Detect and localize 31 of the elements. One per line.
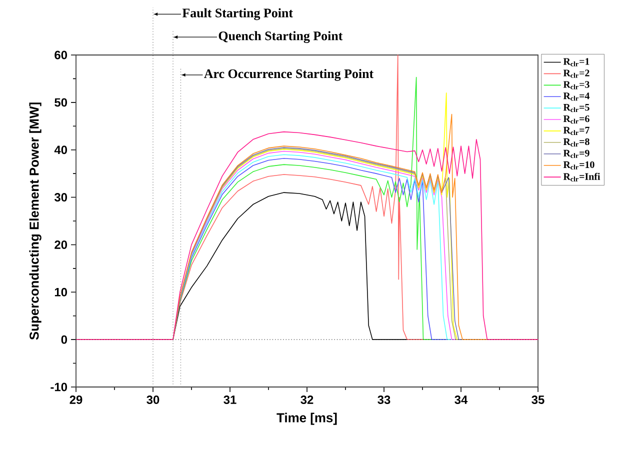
legend-label: R$_{clr}$=9 <box>563 150 590 158</box>
legend-label: R$_{clr}$=4 <box>563 92 590 101</box>
x-tick-label: 31 <box>224 396 236 404</box>
x-tick-label: 34 <box>454 396 468 404</box>
x-tick-label: 33 <box>378 396 390 404</box>
y-tick-label: 50 <box>54 98 68 107</box>
legend-label: R$_{clr}$=2 <box>563 70 590 78</box>
legend-label: R$_{clr}$=10 <box>563 161 594 170</box>
ref-line-label: Quench Starting Point <box>218 31 343 43</box>
legend-label: R$_{clr}$=3 <box>563 81 590 90</box>
y-tick-label: 60 <box>54 50 68 60</box>
y-tick-label: -10 <box>50 382 68 392</box>
legend-label: R$_{clr}$=8 <box>563 138 590 147</box>
legend-label: R$_{clr}$=Infi <box>563 172 600 182</box>
x-tick-label: 30 <box>146 396 160 404</box>
legend-label: R$_{clr}$=5 <box>563 104 590 112</box>
y-tick-label: 0 <box>61 335 68 344</box>
x-axis-title: Time [ms] <box>276 412 337 425</box>
ref-line-label: Arc Occurrence Starting Point <box>204 69 374 81</box>
y-tick-label: 20 <box>54 240 68 249</box>
y-axis-title: Superconducting Element Power [MW] <box>29 102 42 340</box>
y-tick-label: 10 <box>54 288 68 296</box>
legend-label: R$_{clr}$=1 <box>563 58 590 66</box>
x-tick-label: 35 <box>532 396 544 404</box>
y-tick-label: 30 <box>54 193 68 202</box>
y-tick-label: 40 <box>54 146 68 154</box>
legend-label: R$_{clr}$=7 <box>563 126 590 136</box>
x-tick-label: 29 <box>70 396 82 404</box>
ref-line-label: Fault Starting Point <box>182 8 293 20</box>
legend-label: R$_{clr}$=6 <box>563 115 590 124</box>
x-tick-label: 32 <box>300 396 314 404</box>
